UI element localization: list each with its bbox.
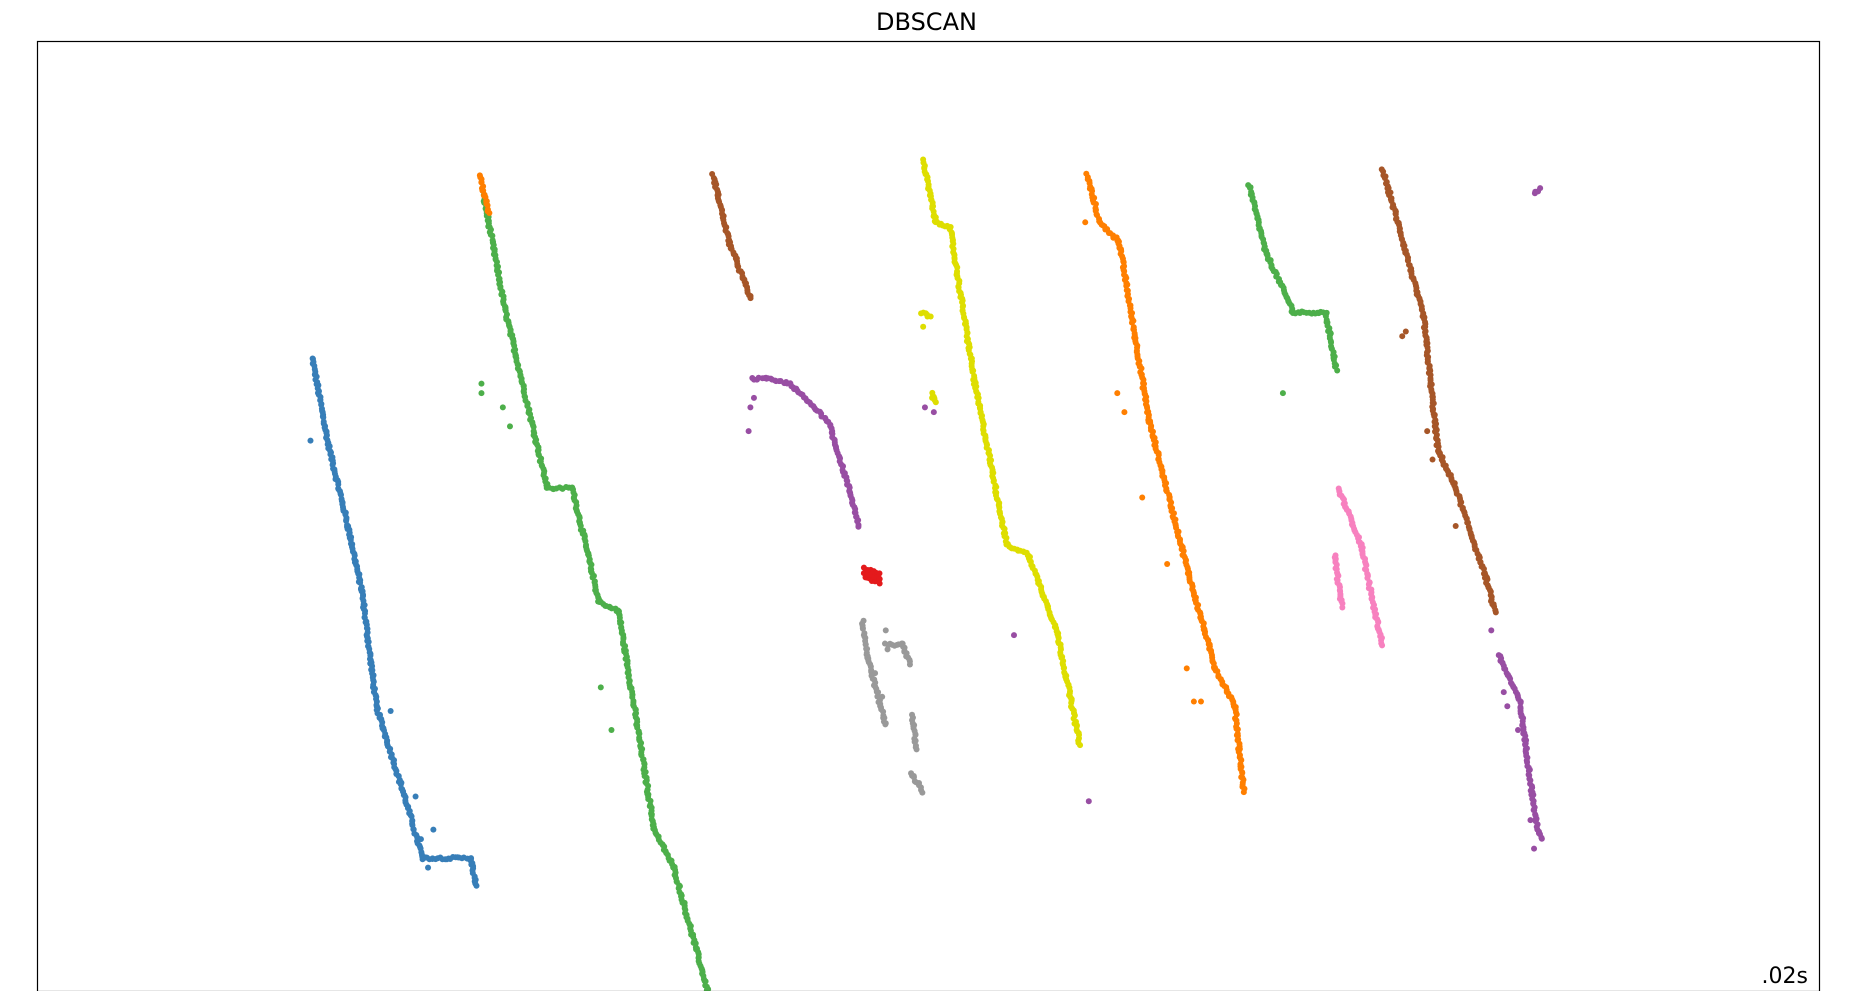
data-point (919, 789, 926, 796)
cluster-series (859, 617, 926, 796)
data-point (920, 323, 927, 330)
data-point (1061, 664, 1068, 671)
data-point (1517, 699, 1524, 706)
data-point (1492, 609, 1499, 616)
data-point (1500, 689, 1507, 696)
cluster-series (1331, 485, 1386, 649)
data-point (506, 423, 513, 430)
chart-title: DBSCAN (876, 8, 977, 36)
data-point (1190, 698, 1197, 705)
data-point (1379, 642, 1386, 649)
data-point (530, 424, 537, 431)
data-point (1114, 390, 1121, 397)
data-point (1527, 817, 1534, 824)
data-point (932, 399, 939, 406)
cluster-series (476, 170, 1248, 796)
data-point (929, 394, 936, 401)
data-point (1085, 798, 1092, 805)
data-point (320, 414, 327, 421)
data-point (872, 670, 879, 677)
data-point (1183, 665, 1190, 672)
data-point (430, 826, 437, 833)
data-point (307, 437, 314, 444)
data-point (1488, 627, 1495, 634)
data-point (597, 684, 604, 691)
data-point (335, 481, 342, 488)
points-layer (307, 156, 1545, 991)
plot-frame (36, 40, 1821, 991)
data-point (499, 404, 506, 411)
data-point (906, 661, 913, 668)
data-point (486, 209, 493, 216)
data-point (1522, 741, 1529, 748)
data-point (855, 523, 862, 530)
data-point (1077, 742, 1084, 749)
data-point (1164, 560, 1171, 567)
data-point (412, 793, 419, 800)
data-point (489, 232, 496, 239)
data-point (745, 428, 752, 435)
cluster-series (745, 185, 1545, 852)
data-point (1240, 789, 1247, 796)
data-point (1515, 727, 1522, 734)
data-point (1234, 726, 1241, 733)
data-point (1334, 367, 1341, 374)
data-point (1010, 632, 1017, 639)
data-point (425, 864, 432, 871)
data-point (876, 580, 883, 587)
data-point (882, 627, 889, 634)
data-point (417, 836, 424, 843)
data-point (927, 313, 934, 320)
data-point (750, 394, 757, 401)
data-point (1504, 703, 1511, 710)
cluster-series (478, 182, 1341, 991)
data-point (1531, 845, 1538, 852)
data-point (930, 409, 937, 416)
data-point (608, 727, 615, 734)
data-point (747, 295, 754, 302)
data-point (884, 646, 891, 653)
cluster-series (307, 355, 480, 889)
cluster-series (709, 166, 1499, 616)
data-point (1452, 522, 1459, 529)
timing-label: .02s (1761, 964, 1808, 989)
data-point (1139, 494, 1146, 501)
data-point (876, 575, 883, 582)
data-point (1123, 282, 1130, 289)
data-point (1402, 328, 1409, 335)
data-point (703, 987, 710, 991)
data-point (747, 404, 754, 411)
data-point (913, 746, 920, 753)
data-point (478, 390, 485, 397)
data-point (473, 882, 480, 889)
data-point (1399, 333, 1406, 340)
data-point (1339, 604, 1346, 611)
data-point (1121, 409, 1128, 416)
cluster-series (918, 156, 1084, 749)
data-point (1279, 390, 1286, 397)
data-point (1429, 456, 1436, 463)
data-point (1082, 219, 1089, 226)
data-point (478, 380, 485, 387)
data-point (387, 708, 394, 715)
data-point (1538, 835, 1545, 842)
data-point (1424, 428, 1431, 435)
data-point (1537, 185, 1544, 192)
data-point (879, 693, 886, 700)
cluster-series (860, 564, 883, 587)
data-point (882, 721, 889, 728)
data-point (921, 404, 928, 411)
data-point (1197, 698, 1204, 705)
